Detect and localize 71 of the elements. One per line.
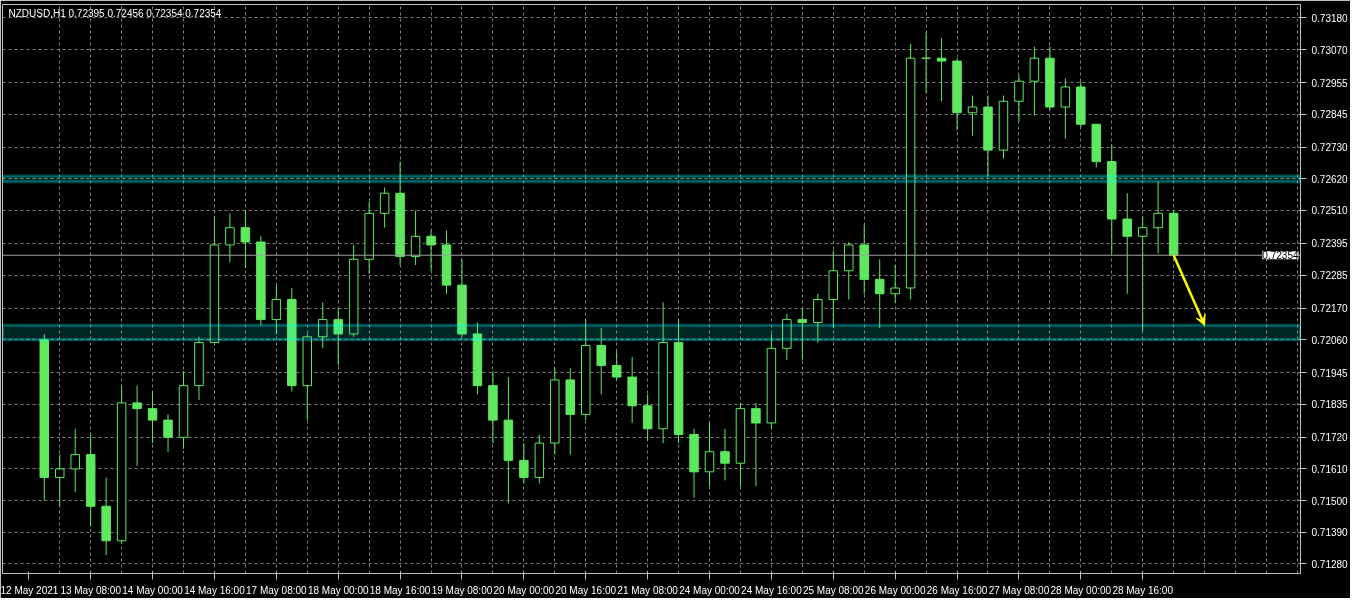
x-tick-label: 21 May 08:00 [617, 584, 679, 596]
ref-line-label: 0.72354 [1262, 250, 1299, 262]
x-tick-label: 28 May 16:00 [1112, 584, 1174, 596]
x-tick-label: 28 May 00:00 [1050, 584, 1112, 596]
candlestick [240, 209, 251, 269]
x-tick-label: 19 May 08:00 [431, 584, 493, 596]
candlestick [1029, 46, 1040, 117]
y-tick-label: 0.72955 [1311, 77, 1349, 89]
x-tick-label: 13 May 08:00 [60, 584, 122, 596]
y-tick-label: 0.71500 [1311, 495, 1349, 507]
candlestick [519, 442, 529, 484]
candlestick [642, 393, 653, 441]
candlestick [797, 307, 808, 361]
x-tick-label: 24 May 00:00 [679, 584, 741, 596]
x-tick-label: 24 May 16:00 [741, 584, 803, 596]
y-tick-label: 0.72395 [1311, 238, 1349, 250]
candlestick [611, 350, 622, 381]
candlestick [1014, 74, 1024, 122]
x-tick-label: 14 May 16:00 [184, 584, 246, 596]
candlestick [54, 454, 65, 507]
candlestick [426, 230, 436, 272]
y-tick-label: 0.72285 [1311, 270, 1349, 282]
y-tick-label: 0.71390 [1311, 527, 1349, 539]
candlestick [751, 402, 761, 487]
x-tick-label: 20 May 00:00 [493, 584, 555, 596]
candlestick [70, 428, 80, 493]
candlestick [271, 284, 282, 335]
y-tick-label: 0.71280 [1311, 558, 1349, 570]
candlestick [132, 385, 142, 467]
candlestick [225, 212, 235, 263]
candlestick [874, 258, 885, 329]
candlestick [967, 95, 978, 137]
candlestick [704, 422, 715, 487]
y-tick-label: 0.71720 [1311, 432, 1349, 444]
x-tick-label: 26 May 00:00 [864, 584, 926, 596]
candlestick [720, 428, 730, 481]
y-tick-label: 0.72845 [1311, 109, 1349, 121]
candlestick [317, 301, 328, 349]
candlestick [1122, 192, 1132, 295]
candlestick [147, 390, 158, 444]
candlestick [890, 264, 900, 303]
y-tick-label: 0.72170 [1311, 303, 1349, 315]
y-tick-label: 0.72620 [1311, 173, 1349, 185]
y-tick-label: 0.72060 [1311, 334, 1349, 346]
y-tick-label: 0.71835 [1311, 399, 1349, 411]
candlestick [813, 293, 823, 344]
candlestick [333, 307, 343, 367]
chart-title: NZDUSD,H1 0.72395 0.72456 0.72354 0.72354 [8, 7, 222, 19]
x-tick-label: 18 May 00:00 [307, 584, 369, 596]
candlestick [163, 413, 173, 453]
y-tick-label: 0.71945 [1311, 367, 1349, 379]
x-tick-label: 12 May 2021 [0, 584, 59, 596]
y-tick-label: 0.73180 [1311, 13, 1349, 24]
x-tick-label: 25 May 08:00 [802, 584, 865, 596]
x-tick-label: 20 May 16:00 [555, 584, 617, 596]
candlestick [936, 37, 947, 102]
y-tick-label: 0.73070 [1311, 44, 1349, 56]
candlestick [379, 186, 390, 229]
candlestick [1137, 215, 1148, 332]
x-tick-label: 26 May 16:00 [926, 584, 988, 596]
y-tick-label: 0.72510 [1311, 205, 1349, 217]
candlestick [410, 209, 421, 266]
y-tick-label: 0.72730 [1311, 142, 1349, 154]
x-tick-label: 18 May 16:00 [369, 584, 431, 596]
x-tick-label: 14 May 00:00 [122, 584, 184, 596]
y-tick-label: 0.71610 [1311, 463, 1349, 475]
x-tick-label: 27 May 08:00 [988, 584, 1050, 596]
candlestick [1153, 181, 1163, 255]
candlestick [1060, 77, 1071, 140]
candlestick [596, 327, 606, 395]
x-tick-label: 17 May 08:00 [246, 584, 308, 596]
